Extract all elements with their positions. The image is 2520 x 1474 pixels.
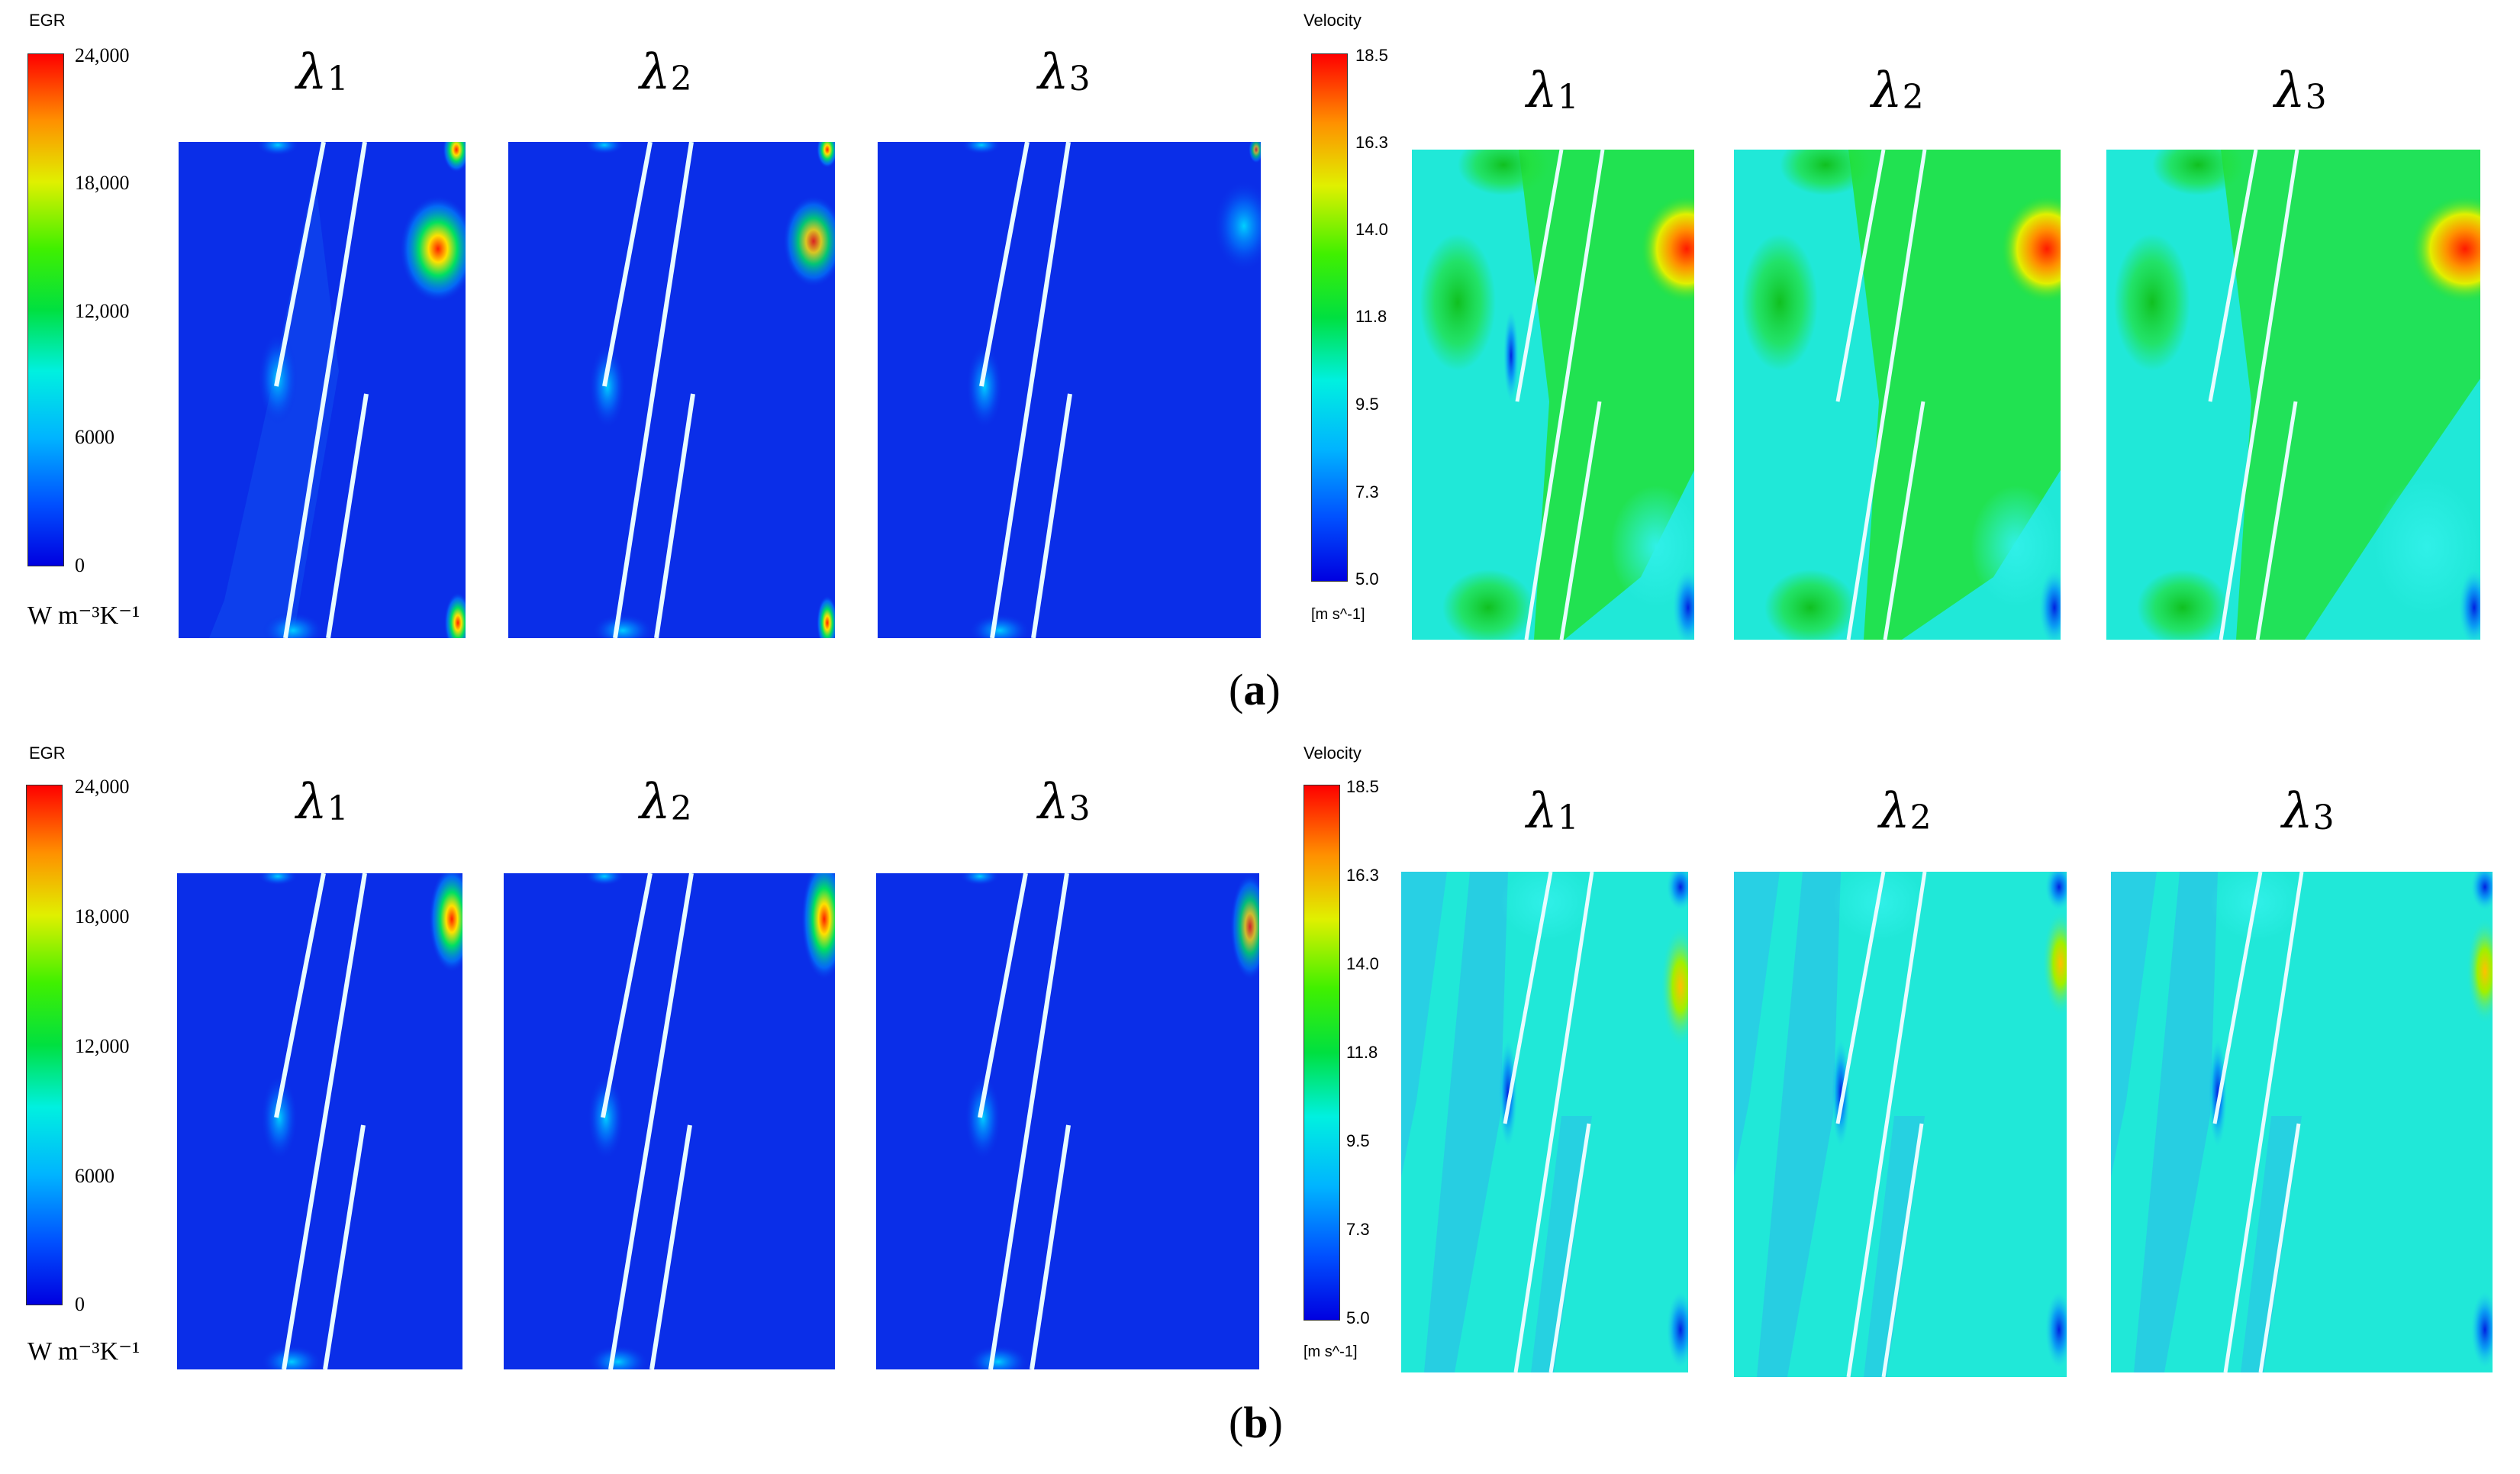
velocity-unit-b: [m s^-1]	[1304, 1343, 1358, 1360]
velocity-field-b-lambda2	[1734, 872, 2067, 1377]
velocity-tick-7.3: 7.3	[1355, 482, 1379, 502]
panel-label-b: (b)	[1229, 1398, 1283, 1447]
velocity-colorbar-b: Velocity 18.5 16.3 14.0 11.8 9.5 7.3 5.0…	[1297, 733, 1412, 1405]
velocity-field-b-lambda3	[2111, 872, 2493, 1372]
velocity-colorbar-gradient-b	[1304, 785, 1340, 1321]
egr-tick-24000-b: 24,000	[75, 776, 130, 798]
label-lambda-2-velocity-b: λ2	[1879, 783, 1932, 840]
velocity-tick-11.8: 11.8	[1355, 307, 1387, 326]
egr-field-a-lambda3	[878, 142, 1261, 638]
egr-tick-6000-b: 6000	[75, 1165, 114, 1187]
label-lambda-1-velocity-b: λ1	[1526, 783, 1579, 840]
egr-colorbar-b: EGR 24,000 18,000 12,000 6000 0 W m⁻³K⁻¹	[0, 733, 183, 1405]
velocity-field-b-lambda1	[1401, 872, 1688, 1372]
velocity-unit: [m s^-1]	[1311, 606, 1365, 623]
velocity-tick-18.5-b: 18.5	[1346, 777, 1379, 796]
egr-colorbar-title: EGR	[29, 11, 66, 30]
egr-tick-18000: 18,000	[75, 172, 130, 194]
egr-tick-0: 0	[75, 554, 85, 576]
label-lambda-3-b: λ3	[1038, 774, 1091, 831]
velocity-field-a-lambda2	[1734, 150, 2061, 640]
label-lambda-2: λ2	[640, 44, 692, 101]
velocity-tick-9.5-b: 9.5	[1346, 1131, 1370, 1150]
egr-field-a-lambda2	[508, 142, 835, 638]
label-lambda-3-velocity: λ3	[2274, 63, 2327, 119]
velocity-tick-14.0-b: 14.0	[1346, 954, 1379, 973]
egr-tick-12000: 12,000	[75, 300, 130, 322]
panel-label-a: (a)	[1229, 665, 1281, 714]
label-lambda-2-velocity: λ2	[1871, 63, 1924, 119]
velocity-tick-5.0: 5.0	[1355, 569, 1379, 589]
label-lambda-3: λ3	[1038, 44, 1091, 101]
egr-tick-12000-b: 12,000	[75, 1035, 130, 1057]
velocity-tick-14.0: 14.0	[1355, 220, 1388, 239]
velocity-tick-18.5: 18.5	[1355, 46, 1388, 65]
velocity-colorbar-gradient	[1311, 53, 1348, 582]
velocity-colorbar-title: Velocity	[1304, 11, 1362, 30]
egr-colorbar-title-b: EGR	[29, 743, 66, 763]
label-lambda-3-velocity-b: λ3	[2282, 783, 2335, 840]
velocity-field-a-lambda3	[2106, 150, 2480, 640]
egr-tick-18000-b: 18,000	[75, 905, 130, 927]
velocity-colorbar-a: Velocity 18.5 16.3 14.0 11.8 9.5 7.3 5.0…	[1297, 0, 1412, 656]
egr-colorbar-gradient-b	[26, 785, 63, 1305]
egr-tick-6000: 6000	[75, 426, 114, 448]
velocity-tick-7.3-b: 7.3	[1346, 1220, 1370, 1239]
row-b: EGR 24,000 18,000 12,000 6000 0 W m⁻³K⁻¹…	[0, 733, 2520, 1474]
egr-field-a-lambda1	[179, 142, 466, 638]
label-lambda-2-b: λ2	[640, 774, 692, 831]
velocity-tick-11.8-b: 11.8	[1346, 1043, 1378, 1062]
egr-unit-b: W m⁻³K⁻¹	[27, 1337, 140, 1366]
velocity-tick-16.3-b: 16.3	[1346, 866, 1379, 885]
egr-tick-24000: 24,000	[75, 44, 130, 66]
velocity-field-a-lambda1	[1412, 150, 1694, 640]
egr-field-b-lambda2	[504, 873, 835, 1369]
egr-colorbar-gradient	[27, 53, 64, 566]
velocity-tick-9.5: 9.5	[1355, 395, 1379, 414]
egr-field-b-lambda3	[876, 873, 1259, 1369]
velocity-tick-5.0-b: 5.0	[1346, 1308, 1370, 1327]
label-lambda-1: λ1	[296, 44, 349, 101]
egr-tick-0-b: 0	[75, 1293, 85, 1315]
label-lambda-1-velocity: λ1	[1526, 63, 1579, 119]
egr-colorbar-a: EGR 24,000 18,000 12,000 6000 0 W m⁻³K⁻¹	[0, 0, 183, 656]
velocity-tick-16.3: 16.3	[1355, 133, 1388, 152]
egr-field-b-lambda1	[177, 873, 462, 1369]
egr-unit: W m⁻³K⁻¹	[27, 602, 140, 630]
label-lambda-1-b: λ1	[296, 774, 349, 831]
velocity-colorbar-title-b: Velocity	[1304, 743, 1362, 763]
row-a: EGR 24,000 18,000 12,000 6000 0 W m⁻³K⁻¹…	[0, 0, 2520, 733]
